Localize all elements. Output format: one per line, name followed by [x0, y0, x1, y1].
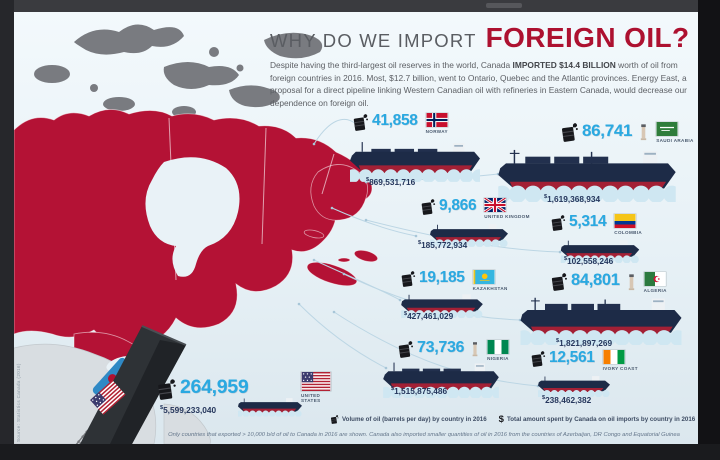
amount-value: $185,772,934 [418, 240, 468, 250]
route-dots [297, 122, 562, 388]
oil-barrel-icon [530, 350, 546, 368]
frame-left-bar [0, 0, 14, 460]
amount-value: $869,531,716 [366, 177, 416, 187]
source-credit: Source: Statistics Canada (2016) [16, 363, 21, 442]
legend-volume-label: Volume of oil (barrels per day) by count… [342, 416, 487, 423]
amount-value: $5,599,233,040 [160, 405, 217, 415]
country-label: UNITED STATES [301, 393, 321, 403]
title-emphasis: FOREIGN OIL? [485, 22, 690, 53]
us-tanker-hull [80, 325, 187, 444]
footnote: Only countries that exported > 10,000 b/… [168, 432, 680, 438]
legend-amount-label: Total amount spent by Canada on oil impo… [506, 416, 696, 423]
legend-amount: $ Total amount spent by Canada on oil im… [499, 415, 696, 425]
volume-value: 86,741 [582, 121, 633, 140]
volume-value: 264,959 [180, 376, 249, 398]
dollar-sign-icon: $ [498, 413, 504, 425]
amount-value: $1,619,368,934 [544, 194, 601, 204]
norway-flag-icon [426, 113, 448, 127]
united-kingdom-flag-icon [484, 198, 506, 212]
country-label: IVORY COAST [602, 366, 638, 371]
oil-barrel-icon [397, 340, 414, 359]
country-label: NIGERIA [487, 356, 509, 361]
united-states-flag-icon [301, 372, 331, 391]
oil-barrel-icon [400, 270, 416, 288]
country-label: COLOMBIA [614, 230, 643, 235]
country-label: SAUDI ARABIA [656, 138, 694, 143]
saudi-arabia-flag-icon [656, 122, 678, 136]
volume-value: 5,314 [569, 213, 607, 230]
oil-barrel-icon [550, 272, 568, 292]
country-label: UNITED KINGDOM [484, 214, 530, 219]
country-label: NORWAY [425, 129, 448, 134]
intro-bold-text: IMPORTED $14.4 BILLION [512, 60, 616, 70]
lighthouse-icon [627, 273, 636, 291]
oil-barrel-icon [420, 198, 436, 216]
volume-value: 73,736 [417, 339, 465, 356]
volume-value: 84,801 [571, 271, 620, 289]
oil-barrel-icon [352, 113, 369, 132]
header: WHY DO WE IMPORT FOREIGN OIL? Despite ha… [270, 22, 694, 109]
legend-volume: Volume of oil (barrels per day) by count… [330, 414, 487, 425]
oil-barrel-icon [156, 378, 177, 401]
tanker-ship [538, 374, 610, 397]
ivory-coast-flag-icon [603, 350, 625, 364]
amount-value: $427,461,029 [404, 311, 454, 321]
canada-map [14, 24, 562, 444]
amount-value: $238,462,382 [542, 395, 592, 405]
frame-top-bar [0, 0, 720, 12]
infographic-panel: WHY DO WE IMPORT FOREIGN OIL? Despite ha… [14, 12, 698, 444]
volume-value: 12,561 [549, 349, 595, 366]
amount-value: $102,558,246 [564, 256, 614, 266]
kazakhstan-flag-icon [473, 270, 495, 284]
oil-barrel-icon [330, 414, 339, 425]
tanker-ship [238, 396, 302, 417]
country-label: ALGERIA [643, 288, 667, 293]
title-prefix: WHY DO WE IMPORT [270, 30, 477, 51]
intro-paragraph: Despite having the third-largest oil res… [270, 59, 694, 109]
oil-barrel-icon [560, 122, 579, 143]
lighthouse-icon [639, 123, 648, 141]
hudson-bay [145, 157, 240, 277]
nigeria-flag-icon [487, 340, 509, 354]
frame-bottom-bar [0, 444, 720, 460]
legend: Volume of oil (barrels per day) by count… [330, 414, 695, 425]
amount-value: $1,821,897,269 [556, 338, 613, 348]
volume-value: 9,866 [439, 197, 477, 214]
page-title: WHY DO WE IMPORT FOREIGN OIL? [270, 22, 694, 54]
intro-text: worth of oil from foreign countries in 2… [270, 60, 687, 108]
volume-value: 19,185 [419, 269, 465, 286]
algeria-flag-icon [644, 272, 666, 286]
country-label: KAZAKHSTAN [472, 286, 508, 291]
amount-value: $1,515,875,486 [391, 386, 448, 396]
frame-marking [486, 3, 522, 8]
lighthouse-icon [471, 341, 479, 357]
colombia-flag-icon [614, 214, 636, 228]
intro-text: Despite having the third-largest oil res… [270, 60, 513, 70]
frame-right-bar [698, 0, 720, 460]
volume-value: 41,858 [372, 112, 418, 129]
tanker-ship [350, 139, 480, 182]
oil-barrel-icon [550, 214, 566, 232]
